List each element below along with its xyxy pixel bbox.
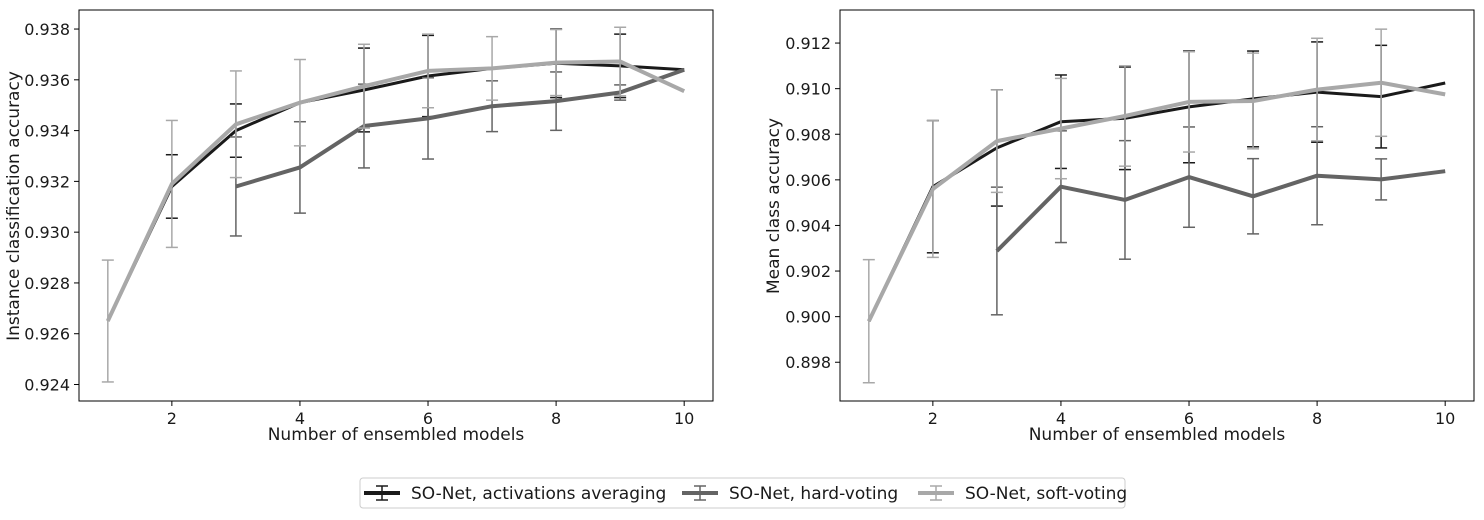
y-tick-label: 0.938 [24,20,70,39]
y-tick-label: 0.908 [785,125,831,144]
series [990,125,1446,316]
y-tick-label: 0.912 [785,34,831,53]
y-tick-label: 0.898 [785,353,831,372]
x-tick-label: 10 [1435,409,1455,428]
x-axis-title: Number of ensembled models [268,425,525,445]
legend-label: SO-Net, soft-voting [965,484,1127,504]
x-tick-label: 6 [1184,409,1194,428]
series [106,28,685,322]
x-tick-label: 2 [928,409,938,428]
x-axis-title: Number of ensembled models [1029,425,1286,445]
chart-left: Instance classification accuracy Number … [4,9,714,445]
x-tick-label: 2 [167,409,177,428]
y-tick-label: 0.928 [24,274,70,293]
y-tick-label: 0.936 [24,71,70,90]
plot-area [839,9,1475,402]
y-tick-label: 0.930 [24,223,70,242]
series-line [867,80,1446,323]
y-tick-label: 0.924 [24,375,70,394]
series-line [867,81,1446,322]
legend-label: SO-Net, activations averaging [411,484,666,504]
legend: SO-Net, activations averaging SO-Net, ha… [359,477,1127,509]
y-tick-label: 0.910 [785,80,831,99]
x-tick-label: 8 [1312,409,1322,428]
y-tick-label: 0.932 [24,172,70,191]
y-tick-label: 0.904 [785,216,831,235]
y-tick-label: 0.906 [785,171,831,190]
x-tick-label: 6 [423,409,433,428]
x-tick-label: 8 [551,409,561,428]
legend-entry[interactable]: SO-Net, activations averaging [364,484,666,504]
legend-entry[interactable]: SO-Net, hard-voting [682,484,898,504]
series-line [995,169,1446,253]
x-tick-label: 10 [674,409,694,428]
series-line [105,59,686,322]
chart-right: Mean class accuracy Number of ensembled … [764,9,1475,445]
series-line [106,61,685,322]
x-tick-label: 4 [295,409,305,428]
series [101,26,686,383]
y-tick-label: 0.926 [24,325,70,344]
legend-entry[interactable]: SO-Net, soft-voting [918,484,1127,504]
y-tick-label: 0.902 [785,262,831,281]
legend-label: SO-Net, hard-voting [729,484,898,504]
plot-area [78,9,714,402]
y-tick-label: 0.934 [24,122,70,141]
y-axis-title: Mean class accuracy [764,118,784,294]
y-axis-title: Instance classification accuracy [4,71,24,341]
x-tick-label: 4 [1056,409,1066,428]
series [862,28,1446,384]
series [229,67,685,237]
series-line [235,67,685,189]
y-tick-label: 0.900 [785,308,831,327]
